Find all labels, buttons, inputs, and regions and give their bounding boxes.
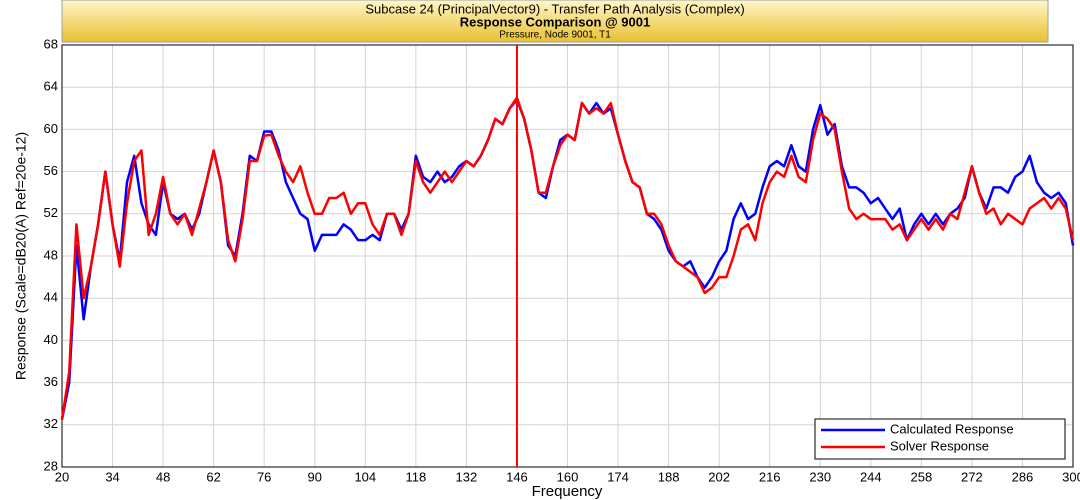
series-line [60, 96, 1075, 420]
x-tick-label: 76 [257, 469, 271, 484]
header-band [61, 0, 1049, 43]
y-tick-label: 28 [44, 458, 58, 473]
y-tick-label: 68 [44, 36, 58, 51]
x-tick-label: 90 [308, 469, 322, 484]
x-axis-label: Frequency [532, 483, 603, 500]
y-tick-label: 32 [44, 416, 58, 431]
legend-label: Solver Response [890, 438, 989, 453]
y-tick-label: 56 [44, 163, 58, 178]
y-tick-label: 40 [44, 332, 58, 347]
x-tick-label: 34 [105, 469, 119, 484]
x-tick-label: 146 [506, 469, 528, 484]
x-tick-label: 188 [658, 469, 680, 484]
legend-label: Calculated Response [890, 421, 1014, 436]
y-tick-label: 44 [44, 290, 58, 305]
y-tick-label: 48 [44, 247, 58, 262]
x-tick-label: 202 [708, 469, 730, 484]
x-tick-label: 286 [1012, 469, 1034, 484]
x-tick-label: 174 [607, 469, 629, 484]
x-tick-label: 160 [557, 469, 579, 484]
x-tick-label: 132 [456, 469, 478, 484]
x-tick-label: 48 [156, 469, 170, 484]
x-tick-label: 300 [1062, 469, 1080, 484]
y-tick-label: 64 [44, 79, 58, 94]
legend-box [814, 418, 1066, 460]
x-tick-label: 230 [809, 469, 831, 484]
y-tick-label: 36 [44, 374, 58, 389]
x-tick-label: 62 [206, 469, 220, 484]
chart-subtitle: Response Comparison @ 9001 [460, 14, 650, 29]
y-axis-label: Response (Scale=dB20(A) Ref=20e-12) [13, 132, 29, 380]
x-tick-label: 258 [910, 469, 932, 484]
x-tick-label: 104 [354, 469, 376, 484]
chart-caption: Pressure, Node 9001, T1 [499, 30, 611, 41]
plot-frame [61, 44, 1074, 468]
y-tick-label: 52 [44, 205, 58, 220]
x-tick-label: 118 [405, 469, 426, 484]
x-tick-label: 20 [55, 469, 69, 484]
x-tick-label: 216 [759, 469, 781, 484]
x-tick-label: 244 [860, 469, 882, 484]
y-tick-label: 60 [44, 121, 58, 136]
chart-title: Subcase 24 (PrincipalVector9) - Transfer… [365, 1, 744, 16]
x-tick-label: 272 [961, 469, 983, 484]
